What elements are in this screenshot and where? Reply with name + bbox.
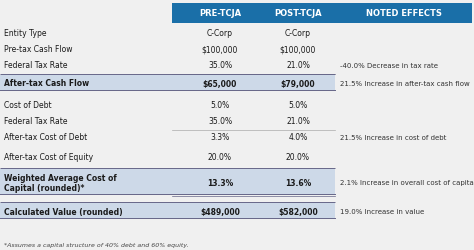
Text: 5.0%: 5.0% bbox=[210, 101, 229, 110]
Text: 5.0%: 5.0% bbox=[288, 101, 308, 110]
Text: 35.0%: 35.0% bbox=[208, 61, 232, 70]
Text: 21.5% Increase in after-tax cash flow: 21.5% Increase in after-tax cash flow bbox=[340, 81, 470, 87]
Text: 20.0%: 20.0% bbox=[286, 153, 310, 162]
Text: $100,000: $100,000 bbox=[202, 45, 238, 54]
Text: Calculated Value (rounded): Calculated Value (rounded) bbox=[4, 207, 123, 216]
Text: 2.1% Increase in overall cost of capital: 2.1% Increase in overall cost of capital bbox=[340, 179, 474, 185]
Text: Cost of Debt: Cost of Debt bbox=[4, 101, 52, 110]
Text: 20.0%: 20.0% bbox=[208, 153, 232, 162]
Bar bbox=[0, 76, 335, 92]
Text: $582,000: $582,000 bbox=[278, 207, 318, 216]
Text: 3.3%: 3.3% bbox=[210, 133, 229, 142]
Text: 13.6%: 13.6% bbox=[285, 178, 311, 187]
Text: PRE-TCJA: PRE-TCJA bbox=[199, 10, 241, 18]
Text: 13.3%: 13.3% bbox=[207, 178, 233, 187]
Bar bbox=[172, 4, 265, 24]
Text: $489,000: $489,000 bbox=[200, 207, 240, 216]
Text: Federal Tax Rate: Federal Tax Rate bbox=[4, 117, 67, 126]
Text: $100,000: $100,000 bbox=[280, 45, 316, 54]
Text: Federal Tax Rate: Federal Tax Rate bbox=[4, 61, 67, 70]
Bar bbox=[335, 4, 472, 24]
Text: After-tax Cost of Equity: After-tax Cost of Equity bbox=[4, 153, 93, 162]
Text: $65,000: $65,000 bbox=[203, 79, 237, 88]
Text: *Assumes a capital structure of 40% debt and 60% equity.: *Assumes a capital structure of 40% debt… bbox=[4, 242, 189, 247]
Bar bbox=[0, 169, 335, 195]
Text: C-Corp: C-Corp bbox=[207, 30, 233, 38]
Text: Entity Type: Entity Type bbox=[4, 30, 46, 38]
Text: After-tax Cash Flow: After-tax Cash Flow bbox=[4, 79, 89, 88]
Text: 21.5% Increase in cost of debt: 21.5% Increase in cost of debt bbox=[340, 134, 447, 140]
Text: -40.0% Decrease in tax rate: -40.0% Decrease in tax rate bbox=[340, 63, 438, 69]
Text: 35.0%: 35.0% bbox=[208, 117, 232, 126]
Text: 19.0% Increase in value: 19.0% Increase in value bbox=[340, 208, 424, 214]
Text: Weighted Average Cost of: Weighted Average Cost of bbox=[4, 173, 117, 182]
Text: Pre-tax Cash Flow: Pre-tax Cash Flow bbox=[4, 45, 73, 54]
Bar bbox=[0, 203, 335, 219]
Text: After-tax Cost of Debt: After-tax Cost of Debt bbox=[4, 133, 87, 142]
Text: $79,000: $79,000 bbox=[281, 79, 315, 88]
Text: 21.0%: 21.0% bbox=[286, 117, 310, 126]
Bar bbox=[265, 4, 335, 24]
Text: NOTED EFFECTS: NOTED EFFECTS bbox=[365, 10, 441, 18]
Text: 21.0%: 21.0% bbox=[286, 61, 310, 70]
Text: C-Corp: C-Corp bbox=[285, 30, 311, 38]
Text: POST-TCJA: POST-TCJA bbox=[274, 10, 322, 18]
Text: 4.0%: 4.0% bbox=[288, 133, 308, 142]
Text: Capital (rounded)*: Capital (rounded)* bbox=[4, 184, 84, 192]
